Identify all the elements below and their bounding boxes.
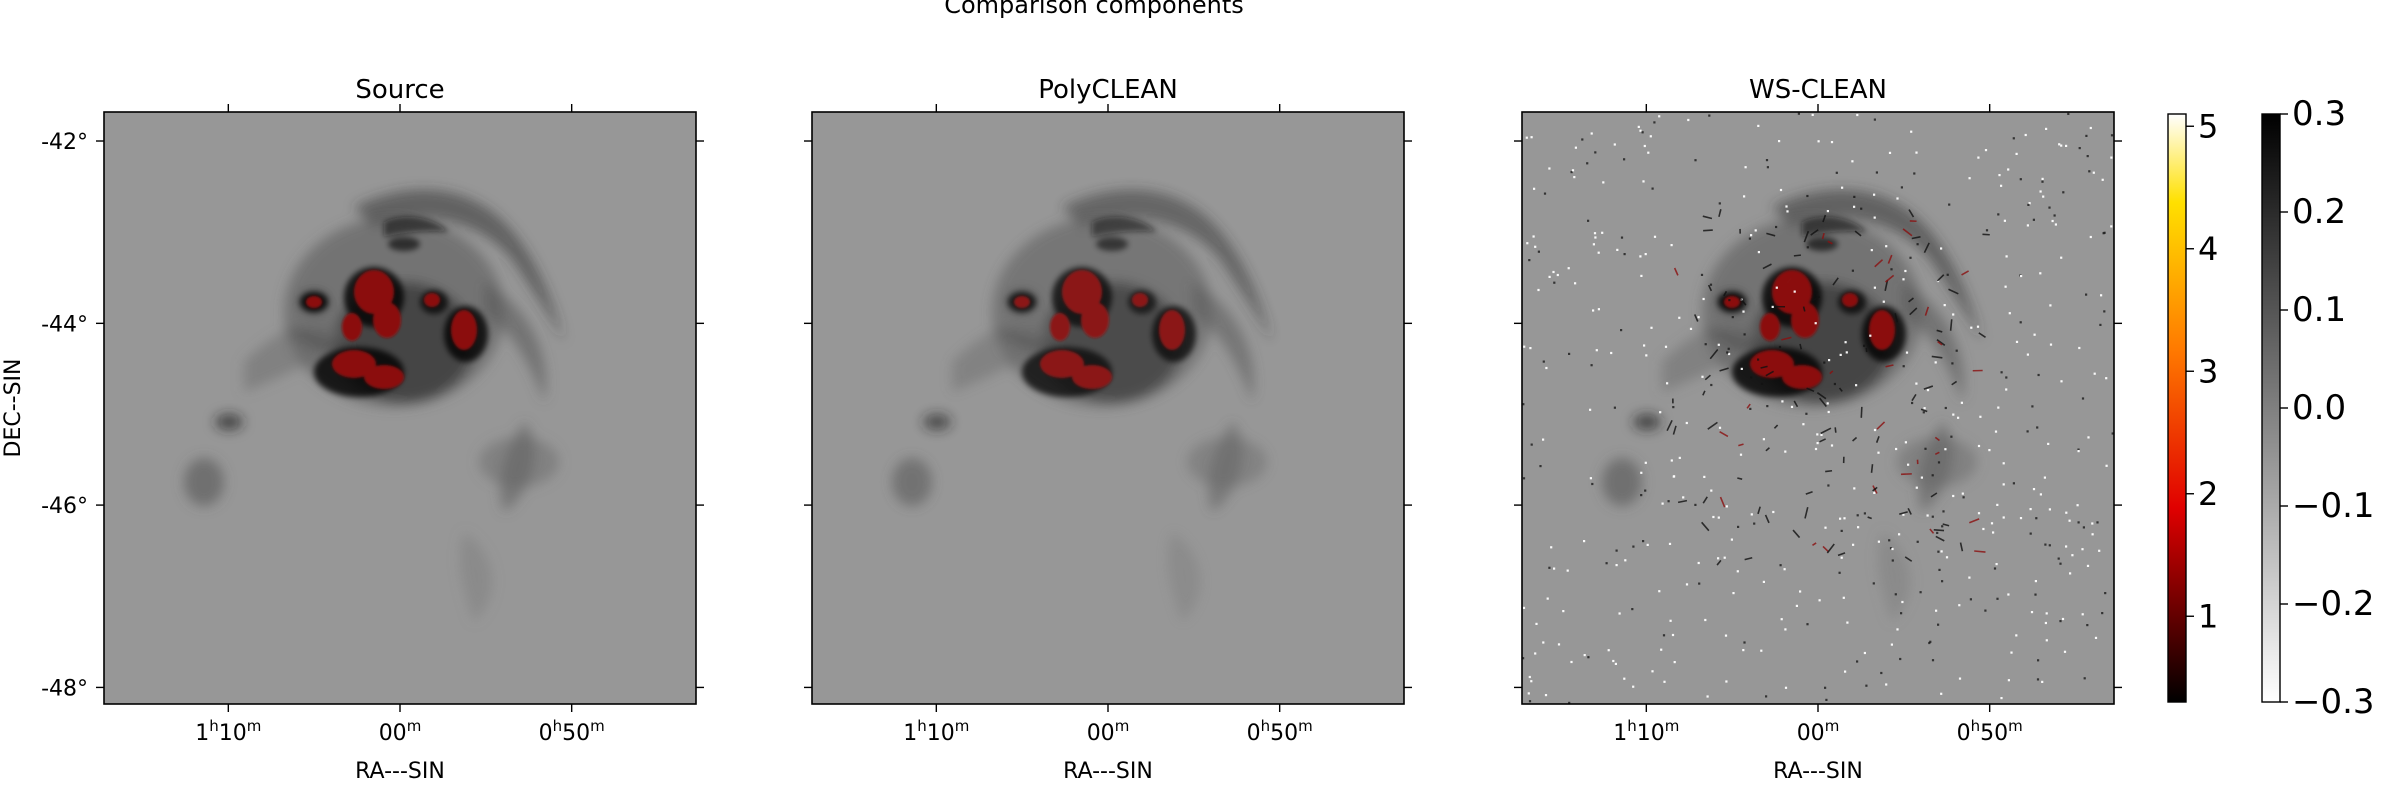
colorbar-gradient: [2168, 114, 2186, 702]
panel-polyclean: PolyCLEAN 1h10m 00m 0h50m RA---SIN: [804, 75, 1412, 784]
x-axis-label: RA---SIN: [1773, 759, 1863, 784]
panel-title: PolyCLEAN: [1038, 75, 1178, 105]
colorbar-gradient: [2262, 114, 2280, 702]
x-tick-label: 00m: [1087, 717, 1130, 746]
panel-title: Source: [355, 75, 444, 105]
colorbar-tick-label: 2: [2198, 475, 2218, 513]
y-axis-label: DEC--SIN: [1, 359, 26, 458]
x-tick-label: 00m: [1797, 717, 1840, 746]
colorbar-tick-label: 3: [2198, 352, 2218, 390]
colorbar-tick-label: 5: [2198, 107, 2218, 145]
residual-speckles: [1522, 112, 2114, 704]
colorbar-tick-label: −0.2: [2292, 584, 2375, 624]
x-tick-label: 1h10m: [1613, 717, 1679, 746]
x-tick-label: 1h10m: [195, 717, 261, 746]
panel-image: [1522, 112, 2114, 704]
colorbar-tick-label: 0.1: [2292, 290, 2346, 330]
colorbar-tick-label: −0.3: [2292, 682, 2375, 722]
y-tick-label: -48°: [41, 676, 88, 701]
colorbars: 1 2 3 4 5 −0.3 −0.2 −0.1 0.0 0.1 0.2 0.3: [2167, 94, 2375, 722]
x-axis-label: RA---SIN: [355, 759, 445, 784]
colorbar-tick-label: 0.3: [2292, 94, 2346, 134]
y-tick-label: -46°: [41, 494, 88, 519]
x-tick-label: 0h50m: [1957, 717, 2023, 746]
colorbar-tick-label: 0.2: [2292, 192, 2346, 232]
panel-image: [104, 112, 696, 704]
colorbar-tick-label: 0.0: [2292, 388, 2346, 428]
panel-title: WS-CLEAN: [1749, 75, 1887, 105]
panel-source: Source 1h10m 00m 0h50m -42° -44° -46° -48° RA---…: [1, 75, 704, 784]
colorbar-tick-label: 4: [2198, 230, 2218, 268]
colorbar-tick-label: −0.1: [2292, 486, 2375, 526]
x-tick-label: 0h50m: [539, 717, 605, 746]
x-tick-label: 00m: [379, 717, 422, 746]
x-axis-label: RA---SIN: [1063, 759, 1153, 784]
colorbar-frame: [2167, 113, 2187, 703]
x-tick-label: 0h50m: [1247, 717, 1313, 746]
y-tick-label: -42°: [41, 130, 88, 155]
colorbar-tick-label: 1: [2198, 597, 2218, 635]
panel-ws-clean: WS-CLEAN 1h10m 00m 0h50m RA---SIN: [1514, 75, 2122, 784]
colorbar-hot: 1 2 3 4 5: [2167, 107, 2218, 703]
x-tick-label: 1h10m: [903, 717, 969, 746]
panels: Source 1h10m 00m 0h50m -42° -44° -46° -48° RA---…: [1, 75, 2122, 784]
colorbar-gray: −0.3 −0.2 −0.1 0.0 0.1 0.2 0.3: [2261, 94, 2375, 722]
panel-image: [812, 112, 1404, 704]
figure-suptitle: Comparison components: [944, 0, 1244, 19]
y-tick-label: -44°: [41, 312, 88, 337]
